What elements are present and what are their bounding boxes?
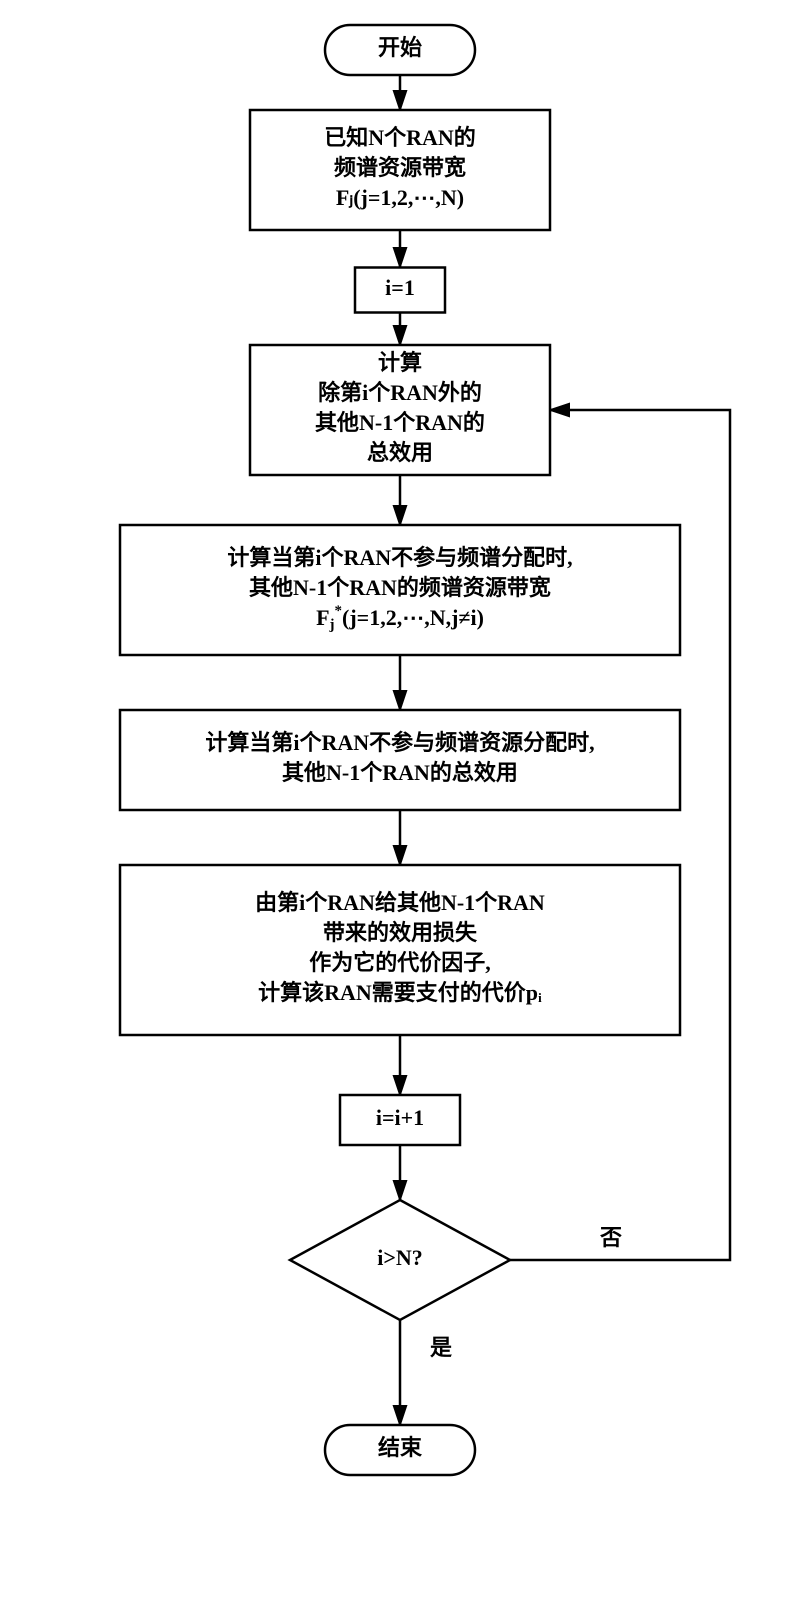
node-calc_bandwidth: 计算当第i个RAN不参与频谱分配时, 其他N-1个RAN的频谱资源带宽 Fj*(j=… — [120, 525, 680, 655]
node-increment: i=i+1 — [340, 1095, 460, 1145]
node-calc_cost: 由第i个RAN给其他N-1个RAN 带来的效用损失作为它的代价因子, 计算该RAN需… — [120, 865, 680, 1035]
node-text: Fⱼ(j=1,2,⋯,N) — [336, 185, 464, 210]
node-text: 其他N-1个RAN的频谱资源带宽 — [249, 575, 551, 600]
node-decision: i>N? — [290, 1200, 510, 1320]
node-text: 计算 — [378, 350, 422, 375]
node-text: 开始 — [378, 35, 422, 60]
flowchart-canvas: 是 否 开始已知N个RAN的频谱资源带宽 Fⱼ(j=1,2,⋯,N) i=1 计算除第i个… — [0, 0, 800, 1604]
node-text: Fj*(j=1,2,⋯,N,j≠i) — [316, 603, 484, 633]
node-start: 开始 — [325, 25, 475, 75]
node-text: 计算当第i个RAN不参与频谱分配时, — [227, 545, 572, 570]
node-text: 带来的效用损失 — [323, 920, 478, 945]
node-text: 由第i个RAN给其他N-1个RAN — [255, 890, 545, 915]
node-text: i>N? — [377, 1245, 423, 1270]
node-text: 频谱资源带宽 — [334, 155, 466, 180]
node-text: 已知N个RAN的 — [324, 125, 476, 150]
node-text: i=i+1 — [376, 1105, 424, 1130]
node-calc_total_util: 计算当第i个RAN不参与频谱资源分配时, 其他N-1个RAN的总效用 — [120, 710, 680, 810]
node-text: 总效用 — [367, 440, 433, 465]
node-text: 结束 — [378, 1435, 423, 1460]
node-text: i=1 — [385, 275, 415, 300]
node-calc_others_util: 计算除第i个RAN外的其他N-1个RAN的总效用 — [250, 345, 550, 475]
node-text: 作为它的代价因子, — [309, 950, 491, 975]
node-end: 结束 — [325, 1425, 475, 1475]
node-text: 计算当第i个RAN不参与频谱资源分配时, — [205, 730, 594, 755]
node-text: 除第i个RAN外的 — [318, 380, 482, 405]
node-text: 计算该RAN需要支付的代价pᵢ — [258, 980, 542, 1005]
node-text: 其他N-1个RAN的总效用 — [282, 760, 518, 785]
edge-label: 是 — [430, 1335, 452, 1360]
node-known: 已知N个RAN的频谱资源带宽 Fⱼ(j=1,2,⋯,N) — [250, 110, 550, 230]
node-text: 其他N-1个RAN的 — [315, 410, 485, 435]
node-init: i=1 — [355, 268, 445, 313]
edge-label: 否 — [599, 1225, 622, 1250]
